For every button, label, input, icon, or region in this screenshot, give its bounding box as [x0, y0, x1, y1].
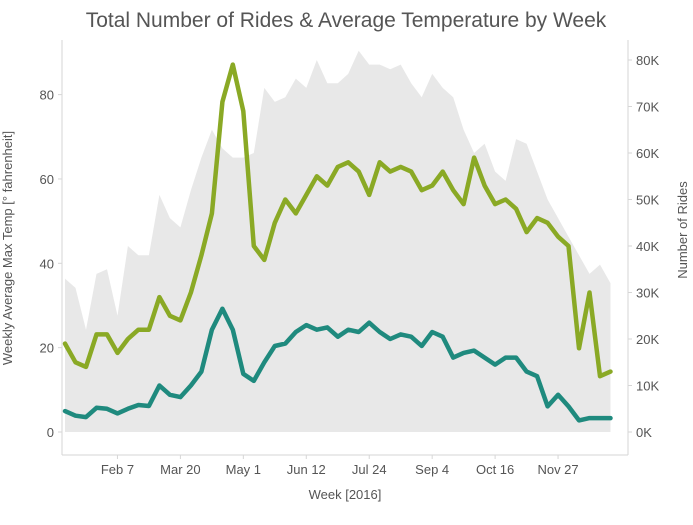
y-right-tick-label: 40K: [636, 239, 659, 254]
x-axis-label: Week [2016]: [309, 487, 382, 502]
x-tick-label: Nov 27: [537, 462, 578, 477]
y-axis-left-label: Weekly Average Max Temp [° fahrenheit]: [0, 131, 15, 365]
x-tick-label: Feb 7: [101, 462, 134, 477]
y-left-tick-label: 80: [40, 88, 54, 103]
y-left-tick-label: 60: [40, 172, 54, 187]
chart-title: Total Number of Rides & Average Temperat…: [86, 9, 607, 32]
x-tick-label: Mar 20: [160, 462, 200, 477]
x-tick-label: Jul 24: [352, 462, 387, 477]
axes-layer: 0 20 40 60 80 0K 10K 20K 30K 40K 50K 60K 70K 80K Feb 7…: [40, 40, 659, 477]
series-0-area: [65, 50, 611, 432]
rides-area-layer: [65, 50, 611, 432]
y-right-tick-label: 70K: [636, 100, 659, 115]
y-right-tick-label: 80K: [636, 53, 659, 68]
y-right-tick-label: 60K: [636, 146, 659, 161]
x-tick-label: Sep 4: [415, 462, 449, 477]
y-left-tick-label: 20: [40, 341, 54, 356]
y-right-tick-label: 20K: [636, 332, 659, 347]
x-tick-label: Jun 12: [287, 462, 326, 477]
y-right-tick-label: 30K: [636, 286, 659, 301]
series-2-line: [62, 306, 613, 423]
x-tick-label: Oct 16: [476, 462, 514, 477]
y-right-tick-label: 50K: [636, 193, 659, 208]
y-left-tick-label: 0: [47, 425, 54, 440]
series-1-line: [62, 62, 613, 379]
x-tick-label: May 1: [226, 462, 261, 477]
y-left-tick-label: 40: [40, 256, 54, 271]
y-axis-right-label: Number of Rides: [675, 181, 690, 279]
y-right-tick-label: 0K: [636, 425, 652, 440]
series-lines-layer: [62, 62, 613, 423]
y-right-tick-label: 10K: [636, 379, 659, 394]
